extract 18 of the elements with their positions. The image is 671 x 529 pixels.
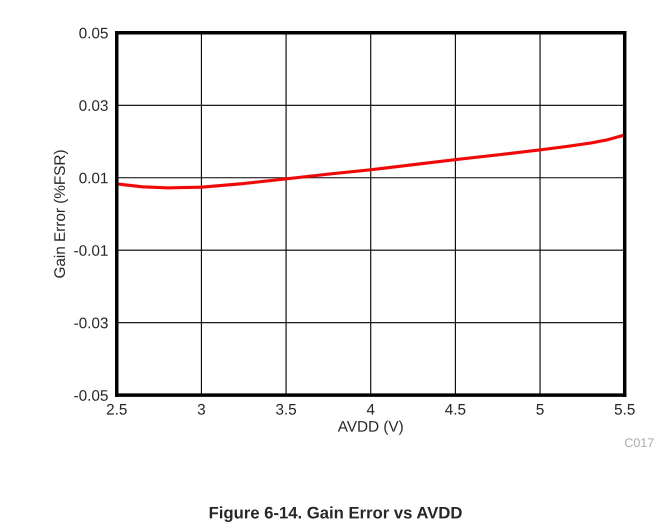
x-tick-label: 5 [536,404,544,415]
y-axis-title: Gain Error (%FSR) [54,150,68,278]
x-tick-label: 5.5 [614,404,635,415]
y-tick-label: 0.05 [79,28,108,38]
x-tick-label: 2.5 [106,404,127,415]
text: C017 [624,438,654,448]
y-tick-label: -0.01 [74,245,108,256]
text: Figure 6-14. Gain Error vs AVDD [210,506,462,522]
y-tick-label: 0.01 [79,172,108,184]
x-tick-label: 4.5 [445,404,466,415]
x-axis-title: AVDD (V) [338,420,403,435]
x-tick-label: 4 [366,404,375,415]
y-tick-label: -0.03 [74,318,108,328]
y-tick-label: 0.03 [79,100,108,111]
x-tick-label: 3 [198,404,205,415]
y-tick-label: -0.05 [74,390,108,401]
line-series [116,133,625,190]
x-tick-label: 3.5 [276,404,296,415]
